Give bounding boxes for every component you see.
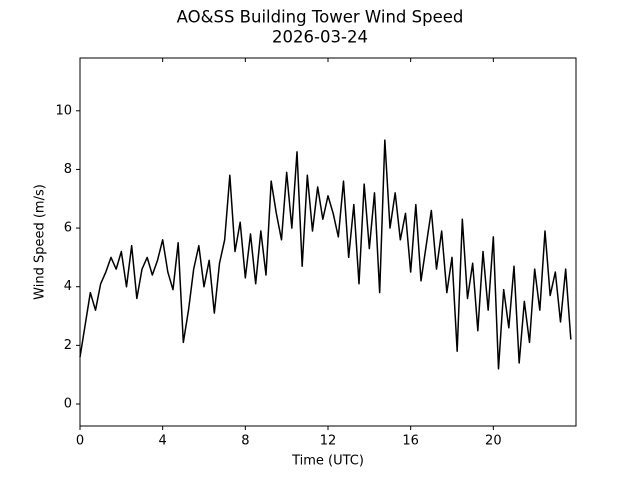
y-tick-label: 2 — [64, 338, 72, 353]
chart-title: AO&SS Building Tower Wind Speed — [177, 8, 464, 27]
y-tick-label: 6 — [64, 221, 72, 236]
x-tick-label: 8 — [241, 434, 249, 449]
x-tick-label: 16 — [402, 434, 419, 449]
data-line — [79, 139, 572, 370]
chart-subtitle: 2026-03-24 — [272, 28, 368, 47]
plot-frame — [79, 57, 577, 427]
y-tick-label: 10 — [55, 103, 72, 118]
y-tick-label: 4 — [64, 279, 72, 294]
x-tick-label: 12 — [320, 434, 337, 449]
x-tick-label: 4 — [159, 434, 167, 449]
y-tick-label: 0 — [64, 397, 72, 412]
x-axis-label: Time (UTC) — [291, 454, 364, 469]
y-tick-label: 8 — [64, 162, 72, 177]
x-tick-label: 0 — [76, 434, 84, 449]
y-axis-label: Wind Speed (m/s) — [33, 184, 48, 300]
x-tick-label: 20 — [485, 434, 502, 449]
